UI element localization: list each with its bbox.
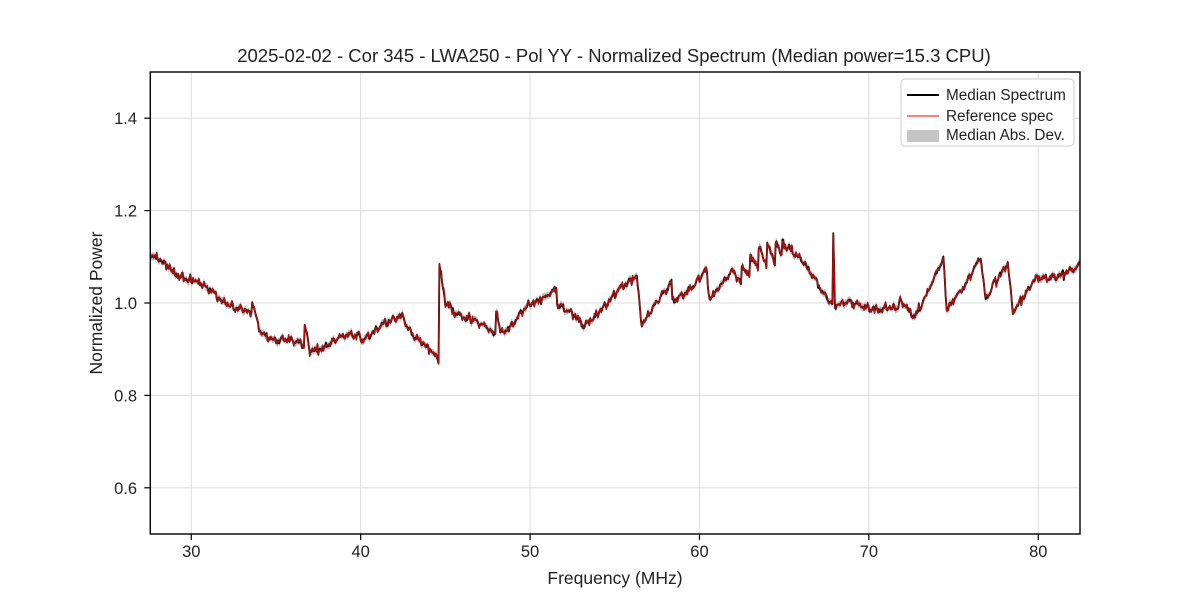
svg-text:Median Spectrum: Median Spectrum: [946, 87, 1066, 104]
svg-text:0.8: 0.8: [114, 387, 137, 405]
svg-text:70: 70: [860, 543, 878, 561]
svg-text:Reference spec: Reference spec: [946, 108, 1053, 125]
svg-text:0.6: 0.6: [114, 480, 137, 498]
svg-text:Median Abs. Dev.: Median Abs. Dev.: [946, 127, 1065, 144]
svg-text:60: 60: [690, 543, 708, 561]
svg-text:80: 80: [1029, 543, 1047, 561]
svg-text:40: 40: [351, 543, 369, 561]
svg-text:Frequency (MHz): Frequency (MHz): [547, 568, 682, 588]
svg-text:50: 50: [521, 543, 539, 561]
svg-text:30: 30: [182, 543, 200, 561]
svg-text:2025-02-02 - Cor 345 - LWA250: 2025-02-02 - Cor 345 - LWA250 - Pol YY -…: [237, 45, 991, 66]
svg-text:1.2: 1.2: [114, 203, 137, 221]
svg-text:1.0: 1.0: [114, 295, 137, 313]
svg-text:Normalized Power: Normalized Power: [86, 231, 106, 374]
svg-text:1.4: 1.4: [114, 110, 137, 128]
